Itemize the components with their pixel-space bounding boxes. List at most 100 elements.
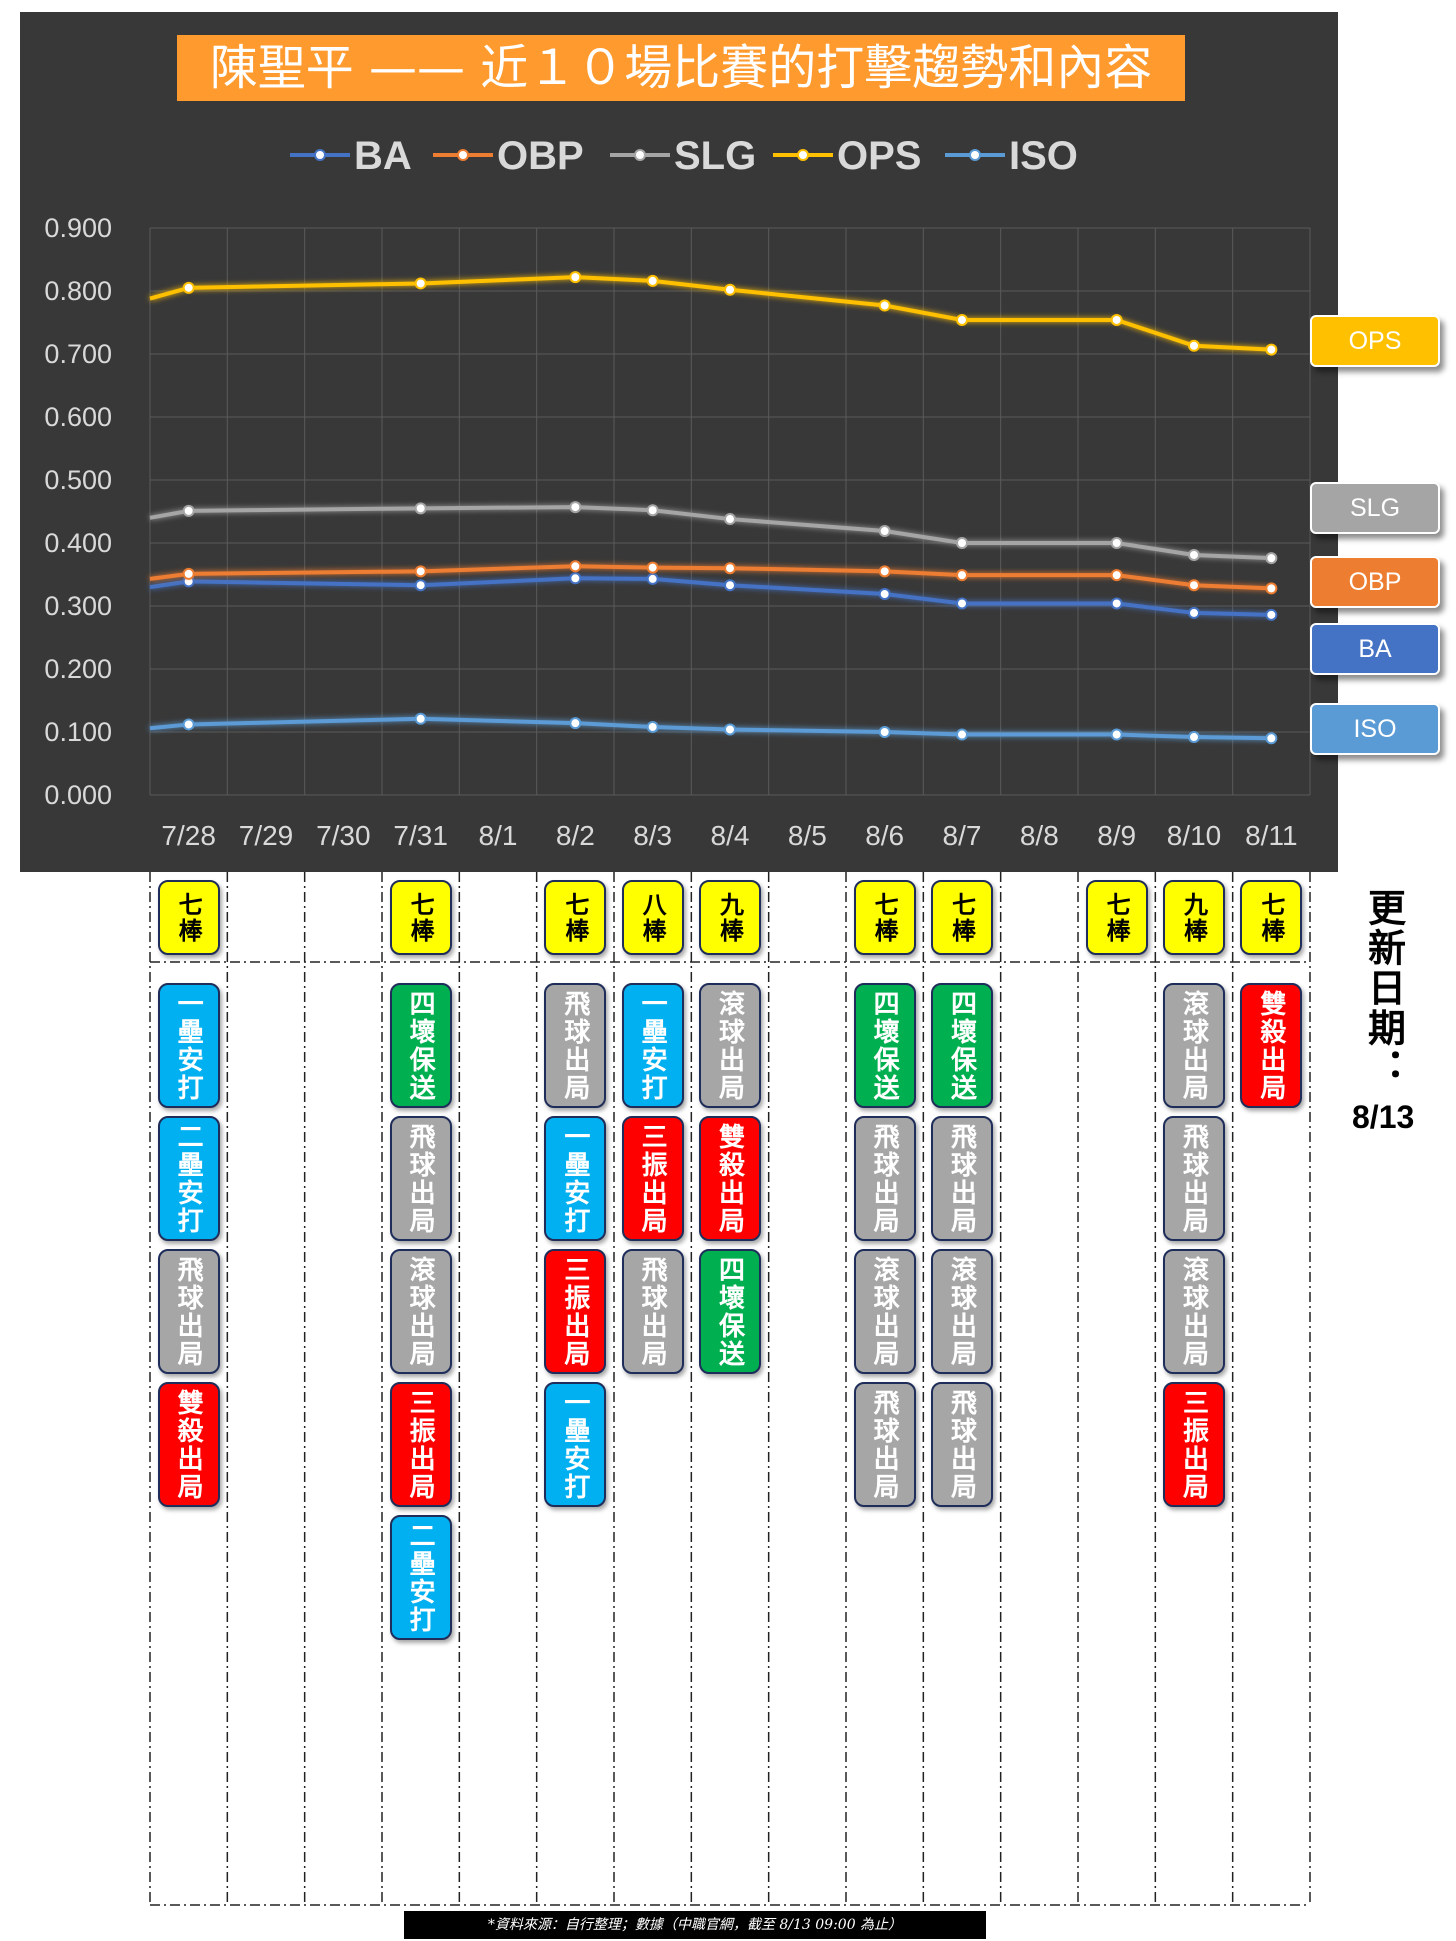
point-ba (956, 597, 968, 610)
legend-marker (314, 149, 326, 161)
plate-appearance-out: 滾球出局 (389, 1249, 452, 1374)
batting-order-badge: 七棒 (853, 880, 916, 955)
plate-appearance-out: 滾球出局 (1163, 1249, 1225, 1374)
end-label-ops: OPS (1310, 315, 1440, 367)
point-ba (569, 572, 582, 585)
point-obp (956, 569, 968, 582)
point-obp (182, 567, 195, 580)
plate-appearance-out: 飛球出局 (931, 1382, 993, 1507)
plate-appearance-out: 飛球出局 (544, 983, 607, 1108)
y-tick-label: 0.300 (44, 591, 112, 621)
chart-title: 陳聖平 —— 近１０場比賽的打擊趨勢和內容 (177, 35, 1185, 101)
point-ops (724, 283, 736, 296)
x-tick-label: 8/4 (711, 820, 750, 851)
legend-marker (969, 149, 981, 161)
update-date: 8/13 (1352, 1099, 1415, 1135)
point-slg (724, 513, 736, 526)
point-slg (878, 525, 891, 538)
point-slg (1188, 548, 1200, 561)
point-ba (1110, 597, 1123, 610)
y-tick-label: 0.200 (44, 654, 112, 684)
point-ops (414, 277, 427, 290)
legend-label: SLG (674, 134, 756, 178)
point-iso (569, 717, 582, 730)
line-chart: 0.000 0.100 0.200 0.300 0.400 0.500 0.600 0.700… (44, 134, 1311, 851)
plate-appearance-walk: 四壞保送 (853, 983, 916, 1108)
point-ba (1265, 608, 1278, 621)
plate-appearance-hit: 一壘安打 (544, 1382, 607, 1507)
point-slg (956, 537, 968, 549)
point-ops (956, 313, 968, 326)
batting-order-badge: 七棒 (157, 880, 220, 955)
y-tick-label: 0.800 (44, 276, 112, 306)
point-slg (569, 501, 582, 514)
plate-appearance-hit: 一壘安打 (544, 1116, 607, 1241)
point-ba (646, 572, 659, 585)
x-tick-label: 7/28 (161, 820, 216, 851)
legend-label: BA (354, 134, 412, 178)
x-tick-label: 8/6 (865, 820, 904, 851)
x-tick-label: 8/1 (479, 820, 518, 851)
point-ba (878, 588, 891, 601)
point-iso (878, 726, 891, 738)
plate-appearance-bad: 雙殺出局 (699, 1116, 761, 1241)
point-slg (1110, 537, 1123, 549)
x-tick-label: 8/5 (788, 820, 827, 851)
y-tick-label: 0.100 (44, 717, 112, 747)
point-iso (646, 720, 659, 733)
x-tick-label: 8/10 (1167, 820, 1222, 851)
point-iso (956, 728, 968, 741)
y-tick-label: 0.500 (44, 465, 112, 495)
batting-order-badge: 八棒 (621, 880, 684, 955)
point-iso (1188, 731, 1200, 744)
plate-appearance-out: 滾球出局 (1163, 983, 1225, 1108)
point-iso (724, 723, 736, 736)
point-iso (1265, 732, 1278, 745)
point-slg (1265, 552, 1278, 565)
point-obp (1110, 569, 1123, 582)
x-tick-label: 7/29 (239, 820, 294, 851)
x-tick-label: 8/9 (1097, 820, 1136, 851)
plate-appearance-hit: 二壘安打 (389, 1515, 452, 1640)
legend-marker (797, 149, 809, 161)
plate-appearance-bad: 三振出局 (544, 1249, 607, 1374)
point-iso (414, 712, 427, 725)
point-slg (182, 504, 195, 517)
plate-appearance-walk: 四壞保送 (389, 983, 452, 1108)
plate-appearance-out: 滾球出局 (931, 1249, 993, 1374)
legend-marker (634, 149, 646, 161)
plate-appearance-out: 飛球出局 (1163, 1116, 1225, 1241)
plate-appearance-out: 飛球出局 (621, 1249, 684, 1374)
point-obp (414, 565, 427, 578)
point-obp (646, 561, 659, 574)
x-tick-label: 8/11 (1245, 820, 1297, 851)
batting-order-badge: 九棒 (699, 880, 761, 955)
x-tick-label: 8/2 (556, 820, 595, 851)
plate-appearance-bad: 雙殺出局 (157, 1382, 220, 1507)
batting-order-badge: 七棒 (389, 880, 452, 955)
point-obp (724, 562, 736, 575)
point-obp (569, 560, 582, 573)
point-ops (182, 281, 195, 294)
plate-appearance-out: 飛球出局 (389, 1116, 452, 1241)
plate-appearance-out: 飛球出局 (853, 1382, 916, 1507)
end-label-iso: ISO (1310, 703, 1440, 755)
point-ba (724, 579, 736, 592)
plate-appearance-bad: 三振出局 (621, 1116, 684, 1241)
legend-label: ISO (1009, 134, 1078, 178)
point-ops (1265, 343, 1278, 356)
plate-appearance-hit: 二壘安打 (157, 1116, 220, 1241)
end-label-slg: SLG (1310, 482, 1440, 534)
end-label-ba: BA (1310, 623, 1440, 675)
plate-appearance-bad: 雙殺出局 (1240, 983, 1303, 1108)
plate-appearance-walk: 四壞保送 (699, 1249, 761, 1374)
point-slg (646, 504, 659, 517)
point-obp (878, 565, 891, 578)
batting-order-badge: 七棒 (1240, 880, 1303, 955)
x-tick-label: 8/7 (943, 820, 982, 851)
source-note: *資料來源：自行整理；數據（中職官網，截至 8/13 09:00 為止） (404, 1911, 986, 1939)
point-iso (1110, 728, 1123, 741)
plate-appearance-out: 滾球出局 (699, 983, 761, 1108)
point-ops (1110, 313, 1123, 326)
y-tick-label: 0.600 (44, 402, 112, 432)
